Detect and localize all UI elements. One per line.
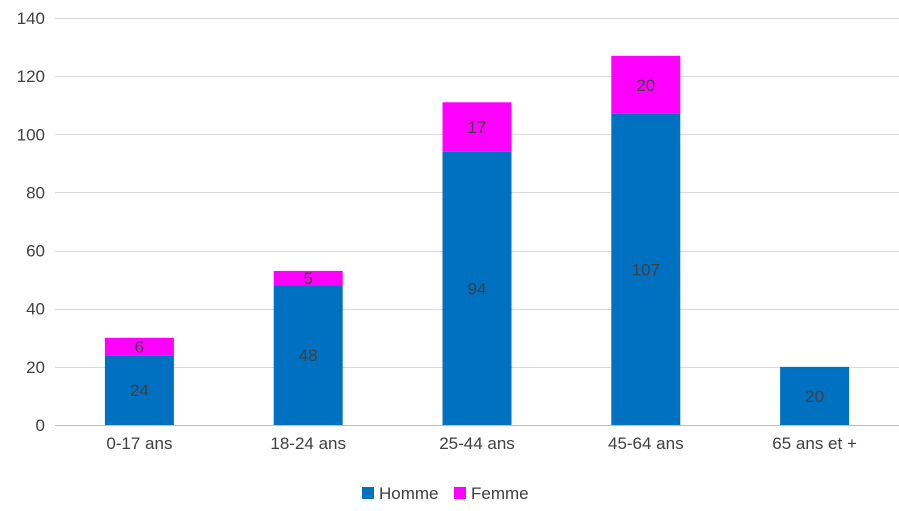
bars <box>104 55 850 425</box>
bar-homme-4 <box>780 366 850 425</box>
data-label-homme-3: 107 <box>632 260 660 279</box>
bar-homme-1 <box>273 285 343 425</box>
legend-swatch-femme <box>454 487 466 499</box>
y-tick-label-120: 120 <box>17 67 45 86</box>
bar-femme-0 <box>104 337 174 356</box>
x-tick-label-1: 18-24 ans <box>270 434 346 453</box>
bar-femme-2 <box>442 102 512 152</box>
data-label-femme-0: 6 <box>135 338 144 357</box>
bar-homme-2 <box>442 151 512 425</box>
legend-label-femme: Femme <box>471 484 529 503</box>
bar-femme-3 <box>611 55 681 114</box>
y-tick-label-140: 140 <box>17 9 45 28</box>
data-label-femme-1: 5 <box>303 269 312 288</box>
data-label-femme-3: 20 <box>636 76 655 95</box>
data-labels: 24 6 48 5 94 17 107 20 20 <box>130 76 824 406</box>
data-label-homme-0: 24 <box>130 381 149 400</box>
data-label-homme-1: 48 <box>299 346 318 365</box>
bar-homme-0 <box>104 355 174 425</box>
data-label-homme-4: 20 <box>805 387 824 406</box>
y-tick-label-40: 40 <box>26 300 45 319</box>
y-axis: 0 20 40 60 80 100 120 140 <box>17 9 45 435</box>
bar-femme-1 <box>273 270 343 286</box>
x-tick-label-4: 65 ans et + <box>772 434 857 453</box>
legend-label-homme: Homme <box>379 484 439 503</box>
y-tick-label-60: 60 <box>26 242 45 261</box>
y-tick-label-100: 100 <box>17 125 45 144</box>
legend: Homme Femme <box>362 484 529 503</box>
data-label-homme-2: 94 <box>468 279 487 298</box>
y-tick-label-80: 80 <box>26 183 45 202</box>
x-axis: 0-17 ans 18-24 ans 25-44 ans 45-64 ans 65 an… <box>106 434 857 453</box>
x-tick-label-2: 25-44 ans <box>439 434 515 453</box>
x-tick-label-3: 45-64 ans <box>608 434 684 453</box>
x-tick-label-0: 0-17 ans <box>106 434 172 453</box>
y-tick-label-0: 0 <box>36 416 45 435</box>
bar-homme-3 <box>611 113 681 425</box>
y-tick-label-20: 20 <box>26 358 45 377</box>
legend-swatch-homme <box>362 487 374 499</box>
data-label-femme-2: 17 <box>468 118 487 137</box>
